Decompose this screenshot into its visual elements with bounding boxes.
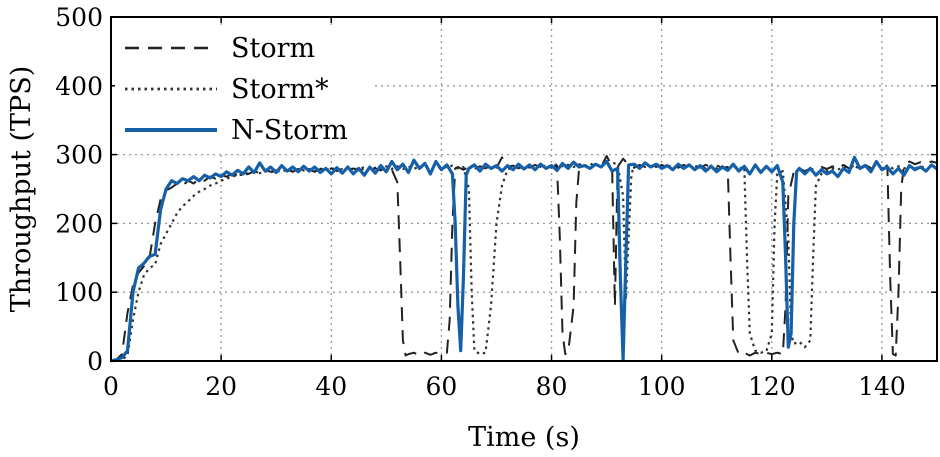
x-tick-label: 80: [536, 372, 568, 401]
y-tick-label: 300: [55, 141, 103, 170]
y-tick-label: 200: [55, 209, 103, 238]
y-tick-label: 0: [87, 347, 103, 376]
x-tick-label: 20: [205, 372, 237, 401]
series-lines: [110, 155, 938, 363]
plot-frame: [110, 16, 938, 362]
y-axis-tick-labels: 0 100 200 300 400 500: [55, 3, 103, 376]
x-axis-tick-labels: 0 20 40 60 80 100 120 140: [103, 372, 906, 401]
y-axis-label: Throughput (TPS): [6, 66, 37, 312]
series-line-dotted: [110, 161, 938, 363]
legend: Storm Storm* N-Storm: [115, 25, 375, 153]
legend-label: Storm: [231, 33, 315, 64]
y-tick-label: 400: [55, 72, 103, 101]
y-tick-label: 100: [55, 278, 103, 307]
legend-label: N-Storm: [231, 115, 348, 146]
x-tick-label: 120: [748, 372, 796, 401]
x-tick-label: 40: [315, 372, 347, 401]
x-tick-label: 0: [103, 372, 119, 401]
x-tick-label: 140: [858, 372, 906, 401]
series-line-solid: [110, 155, 938, 363]
legend-label: Storm*: [231, 74, 329, 105]
x-axis-label: Time (s): [468, 422, 580, 453]
x-tick-label: 60: [425, 372, 457, 401]
x-tick-label: 100: [638, 372, 686, 401]
y-tick-label: 500: [55, 3, 103, 32]
axis-ticks: [110, 16, 937, 362]
